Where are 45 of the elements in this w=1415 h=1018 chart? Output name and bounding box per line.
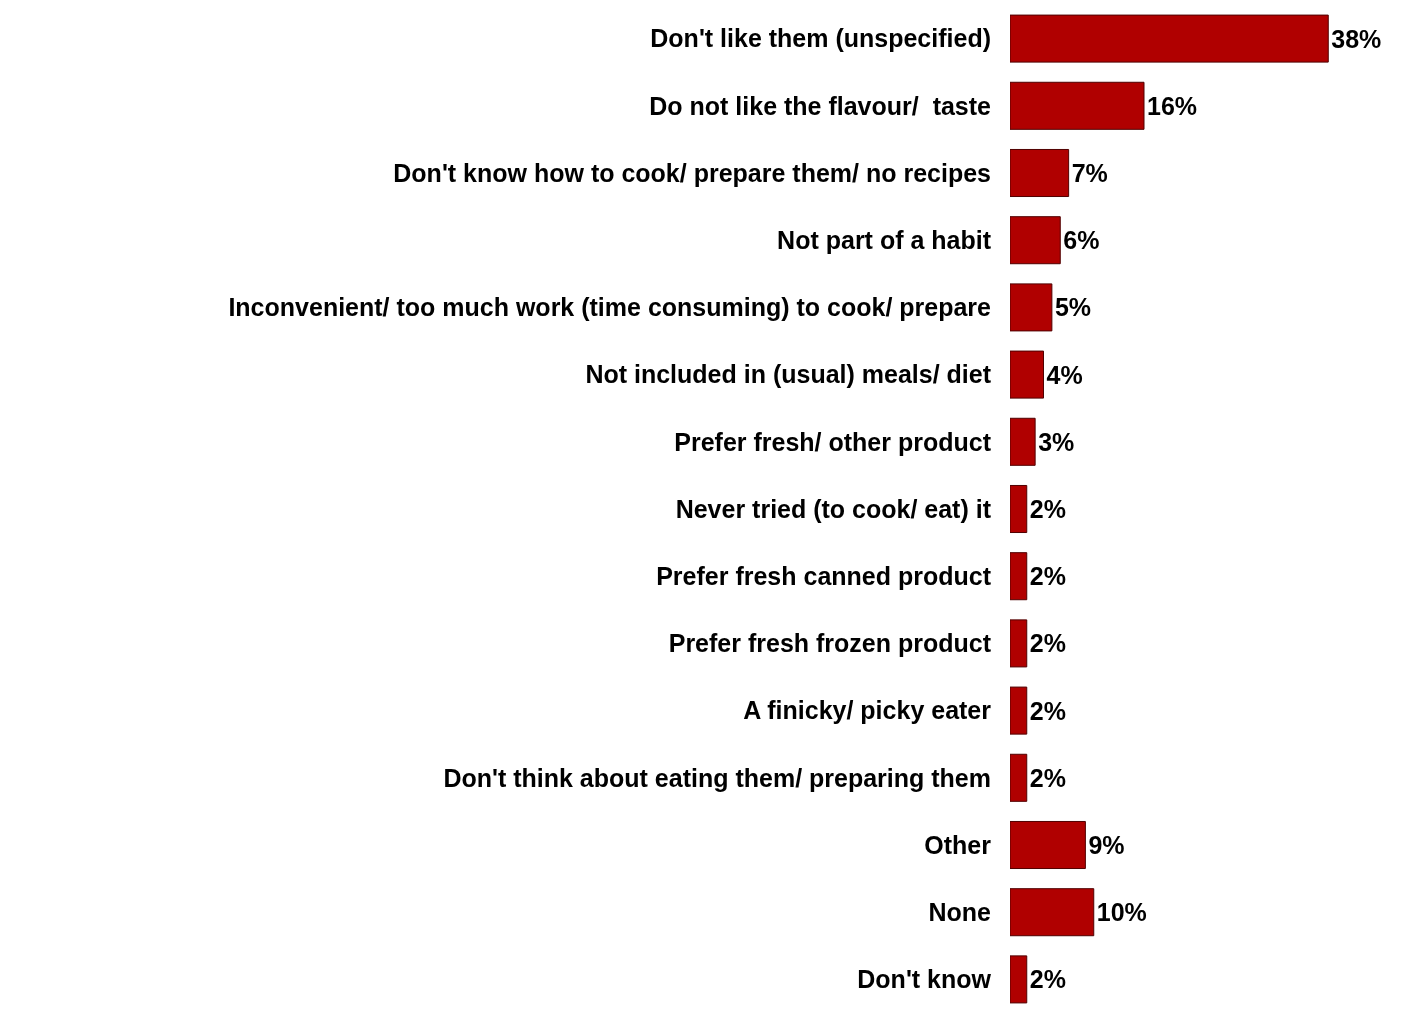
bar <box>1010 888 1095 937</box>
y-tick-label: Don't know how to cook/ prepare them/ no recipes <box>393 158 991 187</box>
y-tick-label: Prefer fresh canned product <box>656 561 992 590</box>
y-tick-label: A finicky/ picky eater <box>743 696 992 725</box>
data-label: 5% <box>1054 293 1092 322</box>
y-tick-label: Prefer fresh frozen product <box>668 629 992 658</box>
bar <box>1010 619 1028 668</box>
y-tick-label: Inconvenient/ too much work (time consuming) to cook/ prepare <box>228 293 992 322</box>
y-tick-label: Other <box>924 830 992 859</box>
bar <box>1010 820 1086 870</box>
y-tick-label: Not part of a habit <box>777 225 992 254</box>
bar <box>1010 148 1070 198</box>
bar <box>1010 484 1028 534</box>
bar <box>1010 350 1044 399</box>
data-label: 6% <box>1063 226 1100 255</box>
bar <box>1010 417 1036 466</box>
y-tick-label: None <box>928 897 992 926</box>
data-label: 2% <box>1029 965 1066 994</box>
data-label: 9% <box>1088 831 1125 859</box>
data-label: 2% <box>1029 562 1066 591</box>
data-label: 38% <box>1331 24 1382 53</box>
y-tick-label: Prefer fresh/ other product <box>674 427 992 456</box>
data-label: 16% <box>1147 91 1198 120</box>
bar <box>1010 216 1061 265</box>
bar <box>1010 81 1145 130</box>
data-label: 4% <box>1046 360 1083 389</box>
data-label: 2% <box>1029 696 1066 725</box>
bar <box>1010 283 1053 332</box>
y-tick-label: Don't think about eating them/ preparing them <box>443 763 991 792</box>
y-tick-label: Never tried (to cook/ eat) it <box>675 494 992 523</box>
y-tick-label: Do not like the flavour/ taste <box>649 91 992 120</box>
data-label: 2% <box>1029 495 1066 523</box>
data-label: 2% <box>1029 629 1066 658</box>
bar <box>1010 552 1028 601</box>
data-label: 7% <box>1071 159 1108 187</box>
bar <box>1010 753 1028 802</box>
data-label: 2% <box>1029 763 1066 792</box>
y-tick-label: Don't know <box>857 965 992 994</box>
bar <box>1010 14 1329 63</box>
data-label: 3% <box>1038 427 1075 456</box>
y-tick-label: Not included in (usual) meals/ diet <box>585 360 992 389</box>
bar <box>1010 955 1028 1004</box>
data-label: 10% <box>1096 898 1147 927</box>
y-tick-label: Don't like them (unspecified) <box>650 24 991 53</box>
bar <box>1010 686 1028 735</box>
